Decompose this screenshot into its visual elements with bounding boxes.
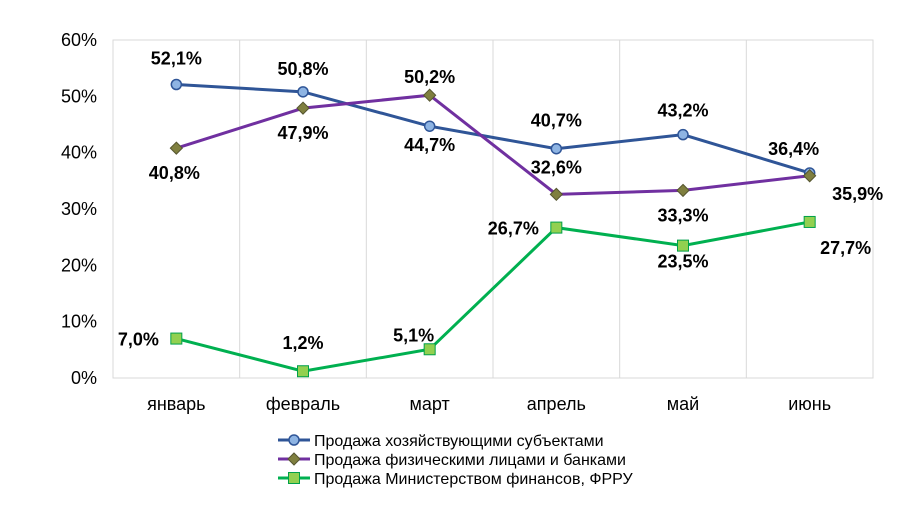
- diamond-marker: [287, 452, 301, 466]
- square-marker: [423, 343, 436, 356]
- y-tick-label: 10%: [61, 312, 97, 332]
- y-tick-label: 20%: [61, 255, 97, 275]
- data-label: 36,4%: [768, 139, 819, 159]
- series-line: [175, 93, 810, 196]
- legend-label: Продажа физическими лицами и банками: [314, 452, 626, 469]
- y-tick-label: 30%: [61, 199, 97, 219]
- x-tick-label: январь: [147, 394, 205, 414]
- data-label: 40,8%: [149, 163, 200, 183]
- diamond-marker: [549, 187, 564, 202]
- square-marker: [550, 221, 563, 234]
- data-label: 1,2%: [282, 333, 323, 353]
- series-line: [176, 83, 811, 175]
- diamond-marker: [802, 169, 817, 183]
- x-tick-label: июнь: [788, 394, 831, 414]
- square-marker: [677, 239, 689, 252]
- grid-layer: [112, 39, 874, 379]
- data-label: 50,2%: [404, 67, 455, 87]
- legend-item: Продажа хозяйствующими субъектами: [278, 433, 604, 450]
- data-label: 40,7%: [531, 111, 582, 131]
- y-tick-label: 60%: [61, 30, 97, 50]
- circle-marker: [288, 434, 300, 446]
- data-label-layer: 52,1% 50,8% 44,7% 40,7% 43,2% 36,4% 40,8% 47,9%…: [118, 49, 883, 354]
- y-tick-label: 50%: [61, 86, 97, 106]
- legend-label: Продажа Министерством финансов, ФРРУ: [314, 471, 634, 488]
- circle-marker: [677, 128, 689, 141]
- x-tick-label: март: [410, 394, 450, 414]
- series-line: [175, 220, 810, 373]
- square-marker: [170, 332, 183, 345]
- x-tick-label: май: [667, 394, 699, 414]
- data-label: 35,9%: [832, 184, 883, 204]
- data-label: 27,7%: [820, 238, 871, 258]
- square-marker: [288, 472, 300, 484]
- data-label: 52,1%: [151, 49, 202, 69]
- square-marker: [297, 365, 309, 378]
- data-label: 5,1%: [393, 325, 434, 345]
- y-tick-label: 40%: [61, 143, 97, 163]
- legend-label: Продажа хозяйствующими субъектами: [314, 433, 604, 450]
- data-label: 26,7%: [488, 219, 539, 239]
- x-tick-label: апрель: [527, 394, 586, 414]
- data-label: 7,0%: [118, 330, 159, 350]
- diamond-marker: [169, 141, 184, 155]
- diamond-marker: [676, 183, 690, 198]
- circle-marker: [423, 120, 436, 132]
- data-label: 23,5%: [657, 252, 708, 272]
- x-tick-label: февраль: [266, 394, 340, 414]
- legend: Продажа хозяйствующими субъектами Продажа…: [278, 433, 634, 488]
- y-tick-label: 0%: [71, 368, 97, 388]
- data-label: 32,6%: [531, 157, 582, 177]
- circle-marker: [170, 78, 183, 91]
- legend-item: Продажа Министерством финансов, ФРРУ: [278, 471, 634, 488]
- square-marker: [803, 215, 816, 228]
- data-label: 33,3%: [657, 205, 708, 225]
- legend-item: Продажа физическими лицами и банками: [278, 452, 626, 469]
- series-layer: [169, 78, 817, 378]
- circle-marker: [297, 86, 309, 98]
- data-label: 44,7%: [404, 135, 455, 155]
- data-label: 50,8%: [277, 59, 328, 79]
- data-label: 47,9%: [277, 123, 328, 143]
- axis-layer: 0% 10% 20% 30% 40% 50% 60% январь февраль март апр…: [61, 30, 831, 414]
- diamond-marker: [296, 101, 310, 115]
- data-label: 43,2%: [657, 101, 708, 121]
- circle-marker: [550, 142, 563, 155]
- diamond-marker: [422, 88, 437, 102]
